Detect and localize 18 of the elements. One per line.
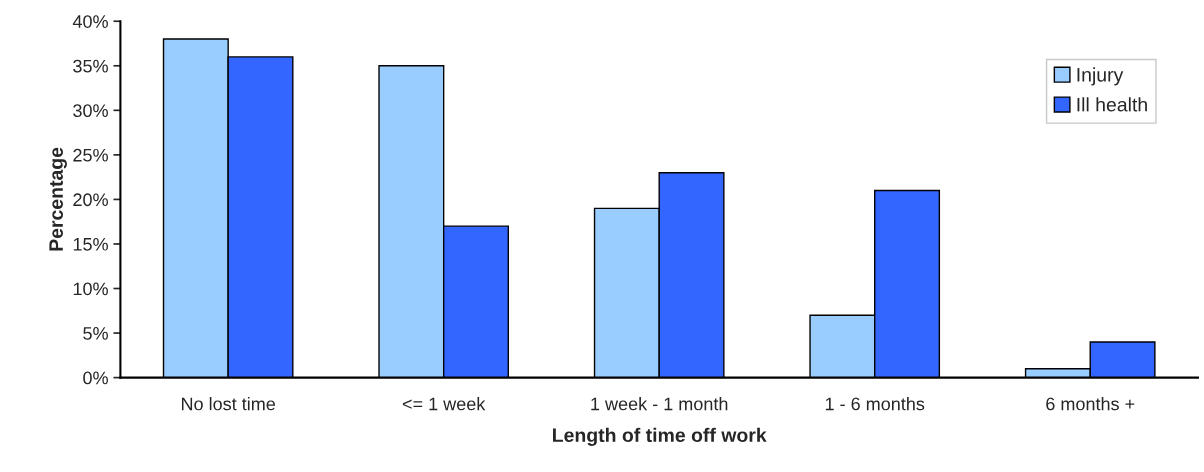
y-tick-label: 20% [73,193,108,207]
y-tick-label: 40% [72,15,108,28]
x-tick-label: 6 months + [1046,397,1135,411]
x-tick-label: 1 - 6 months [825,397,925,411]
x-axis-title: Length of time off work [553,427,767,446]
legend-label: Injury [1077,67,1124,86]
x-tick-label: No lost time [181,397,276,411]
x-tick-label: 1 week - 1 month [591,397,728,411]
y-axis-title: Percentage [49,147,67,251]
y-tick-label: 5% [83,327,108,340]
x-tick-label: <= 1 week [402,397,486,411]
legend-label: Ill health [1077,97,1147,112]
y-tick-label: 15% [73,237,108,251]
y-tick-label: 0% [83,371,108,385]
y-tick-label: 35% [73,59,108,73]
y-tick-label: 10% [73,282,108,296]
y-tick-label: 25% [73,148,108,162]
y-tick-label: 30% [73,104,108,118]
